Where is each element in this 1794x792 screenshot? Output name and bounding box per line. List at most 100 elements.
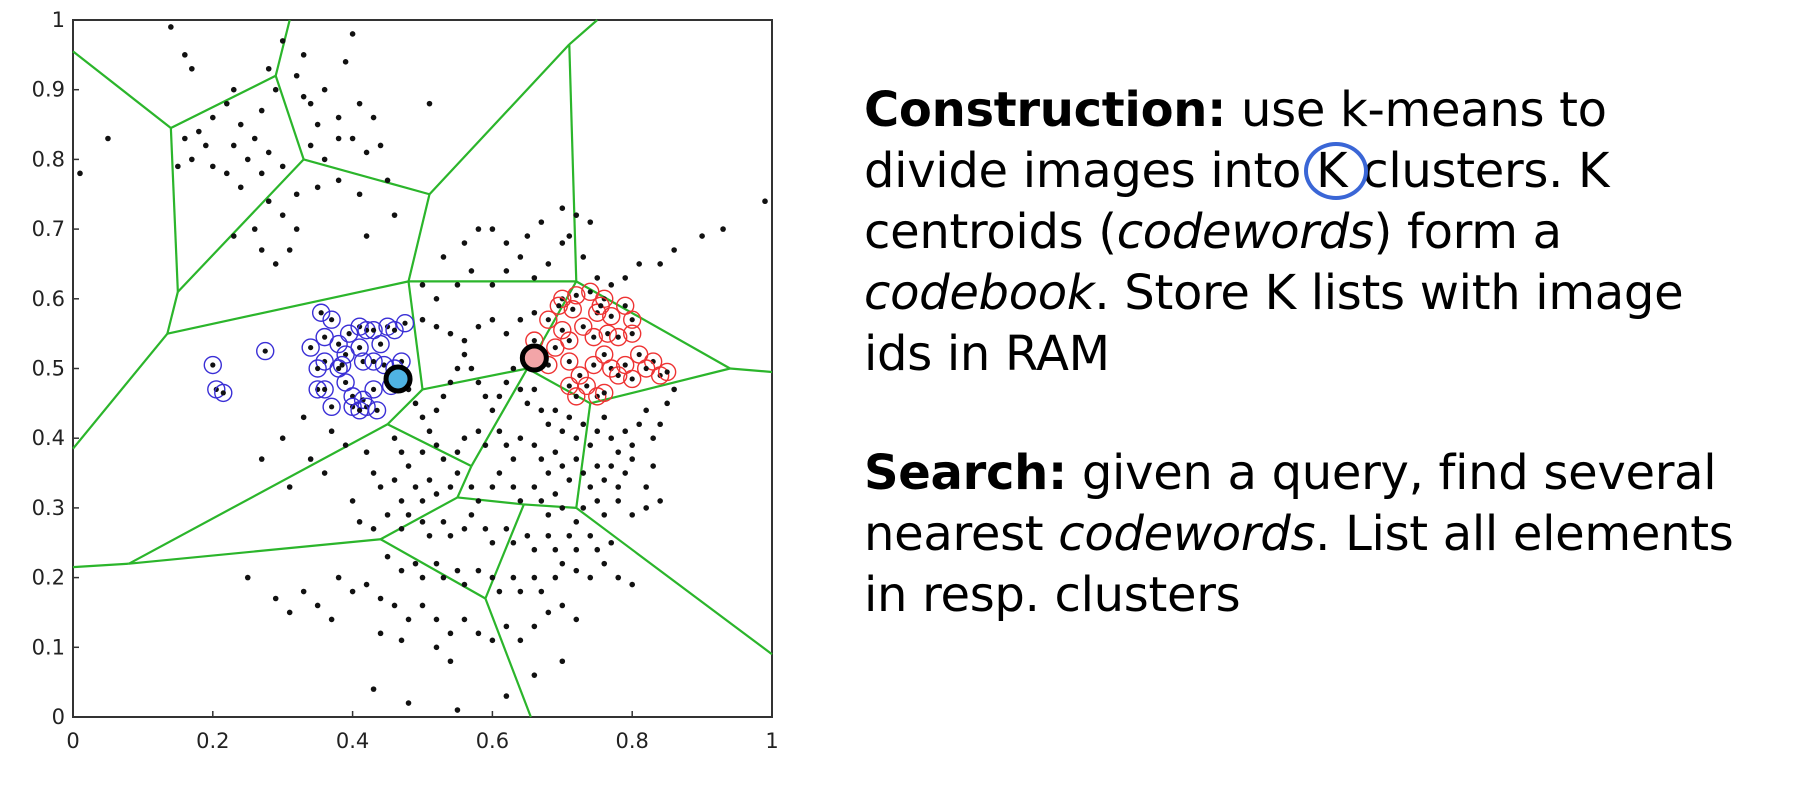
data-point bbox=[475, 323, 482, 330]
red-cluster-point bbox=[598, 303, 604, 309]
data-point bbox=[559, 428, 566, 435]
voronoi-edge bbox=[72, 332, 169, 450]
red-cluster-point bbox=[545, 317, 551, 323]
voronoi-edge bbox=[170, 74, 277, 130]
data-point bbox=[335, 177, 342, 184]
blue-cluster-ring bbox=[374, 355, 394, 375]
data-point bbox=[230, 86, 237, 93]
voronoi-edge bbox=[575, 403, 592, 509]
data-point bbox=[559, 602, 566, 609]
data-point bbox=[440, 393, 447, 400]
data-point bbox=[573, 212, 580, 218]
data-point bbox=[356, 100, 363, 107]
data-point bbox=[643, 407, 649, 414]
data-point bbox=[566, 532, 573, 539]
blue-cluster-point bbox=[336, 365, 342, 372]
data-point bbox=[615, 574, 622, 581]
y-tick-label: 0 bbox=[52, 705, 65, 729]
data-point bbox=[489, 282, 496, 288]
red-cluster-ring bbox=[623, 324, 642, 343]
blue-cluster-ring bbox=[371, 334, 390, 354]
data-point bbox=[580, 254, 587, 260]
data-point bbox=[475, 567, 482, 574]
data-point bbox=[433, 560, 440, 567]
k-highlight-circle bbox=[1304, 142, 1369, 200]
data-point bbox=[503, 268, 510, 274]
data-point bbox=[517, 316, 524, 323]
red-cluster-ring bbox=[609, 366, 628, 385]
data-point bbox=[531, 442, 538, 448]
data-point bbox=[580, 470, 587, 476]
data-point bbox=[258, 170, 265, 177]
data-point bbox=[419, 519, 426, 525]
voronoi-edge bbox=[575, 280, 731, 370]
red-cluster-point bbox=[622, 362, 628, 368]
data-point bbox=[398, 637, 405, 644]
data-point bbox=[503, 623, 510, 630]
red-cluster-point bbox=[591, 362, 597, 368]
data-point bbox=[182, 52, 188, 58]
data-point bbox=[489, 226, 496, 232]
data-point bbox=[517, 386, 524, 393]
data-point bbox=[258, 107, 265, 114]
data-point bbox=[454, 707, 461, 713]
red-cluster-ring bbox=[595, 383, 614, 403]
blue-cluster-ring bbox=[256, 341, 275, 361]
data-point bbox=[293, 72, 300, 79]
data-point bbox=[419, 602, 426, 609]
data-point bbox=[210, 163, 216, 170]
data-point bbox=[496, 588, 503, 595]
construction-text-1: use k-means to divide images into bbox=[864, 82, 1607, 199]
voronoi-scatter-plot: 0 0.2 0.4 0.6 0.8 1 0 0.1 0.2 0.3 0.4 0.5 0.6 0.7 0.8… bbox=[32, 8, 779, 753]
data-point bbox=[489, 407, 496, 414]
data-point bbox=[531, 574, 538, 581]
data-point bbox=[391, 602, 398, 609]
data-point bbox=[531, 623, 538, 630]
data-point bbox=[489, 539, 496, 546]
data-point bbox=[433, 616, 440, 623]
data-point bbox=[412, 400, 419, 407]
data-point bbox=[489, 316, 496, 323]
data-point bbox=[426, 100, 433, 107]
voronoi-edge bbox=[526, 367, 591, 405]
x-tick-label: 0.6 bbox=[476, 729, 509, 753]
data-point bbox=[328, 616, 335, 623]
data-point bbox=[538, 219, 545, 225]
data-point bbox=[433, 407, 440, 414]
data-point bbox=[258, 456, 265, 462]
voronoi-edge bbox=[484, 598, 532, 718]
voronoi-edge bbox=[386, 388, 424, 426]
data-point bbox=[377, 484, 384, 490]
data-point bbox=[573, 567, 580, 574]
data-point bbox=[419, 414, 426, 421]
data-point bbox=[559, 658, 566, 665]
red-cluster-ring bbox=[623, 310, 642, 329]
red-cluster-point bbox=[573, 292, 579, 298]
red-cluster-point bbox=[573, 393, 579, 399]
red-cluster-point bbox=[570, 306, 576, 312]
data-point bbox=[510, 539, 517, 546]
construction-text-3: ) form a bbox=[1373, 204, 1562, 260]
red-cluster-ring bbox=[560, 376, 579, 396]
data-point bbox=[524, 532, 531, 539]
data-point bbox=[489, 637, 496, 644]
data-point bbox=[447, 379, 454, 386]
data-point bbox=[314, 184, 321, 191]
red-cluster-point bbox=[559, 327, 565, 333]
data-point bbox=[342, 442, 349, 448]
x-tick-label: 0.4 bbox=[336, 729, 369, 753]
voronoi-edge bbox=[456, 465, 473, 498]
data-point bbox=[468, 484, 475, 490]
data-point bbox=[475, 226, 482, 232]
data-point bbox=[314, 602, 321, 609]
data-point bbox=[440, 574, 447, 581]
data-point bbox=[475, 630, 482, 637]
data-point bbox=[573, 519, 580, 525]
data-point bbox=[559, 560, 566, 567]
voronoi-edge bbox=[72, 562, 129, 569]
voronoi-edge bbox=[428, 43, 571, 196]
x-tick-label: 0.2 bbox=[196, 729, 229, 753]
data-point bbox=[279, 435, 286, 442]
data-point bbox=[447, 658, 454, 665]
data-point bbox=[503, 526, 510, 532]
